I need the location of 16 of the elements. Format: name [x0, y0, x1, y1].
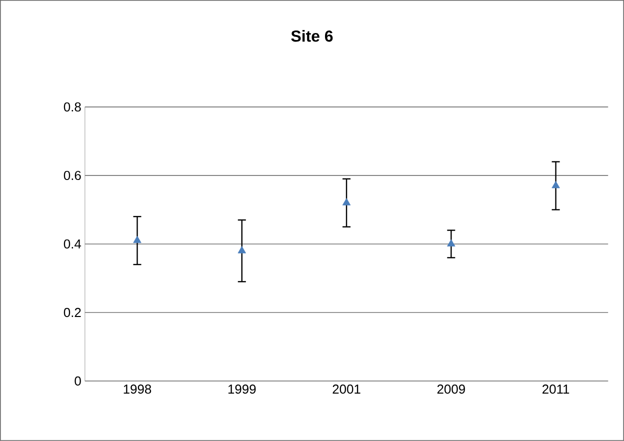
x-tick-label: 2011	[542, 384, 570, 394]
x-tick-label: 2009	[437, 384, 465, 394]
point	[342, 198, 351, 206]
y-tick-label: 0.6	[64, 170, 81, 180]
point	[133, 236, 142, 244]
y-tick-label: 0.2	[64, 308, 81, 318]
y-tick-label: 0.8	[64, 102, 81, 112]
x-tick-label: 1998	[124, 384, 152, 394]
point	[552, 181, 560, 188]
y-tick-label: 0.4	[64, 239, 82, 249]
x-tick-label: 1999	[228, 384, 256, 394]
y-tick-label: 0	[74, 376, 81, 386]
x-tick-label: 2001	[332, 384, 360, 394]
point	[447, 239, 456, 246]
chart-title: Site 6	[291, 30, 333, 42]
point	[238, 246, 246, 254]
